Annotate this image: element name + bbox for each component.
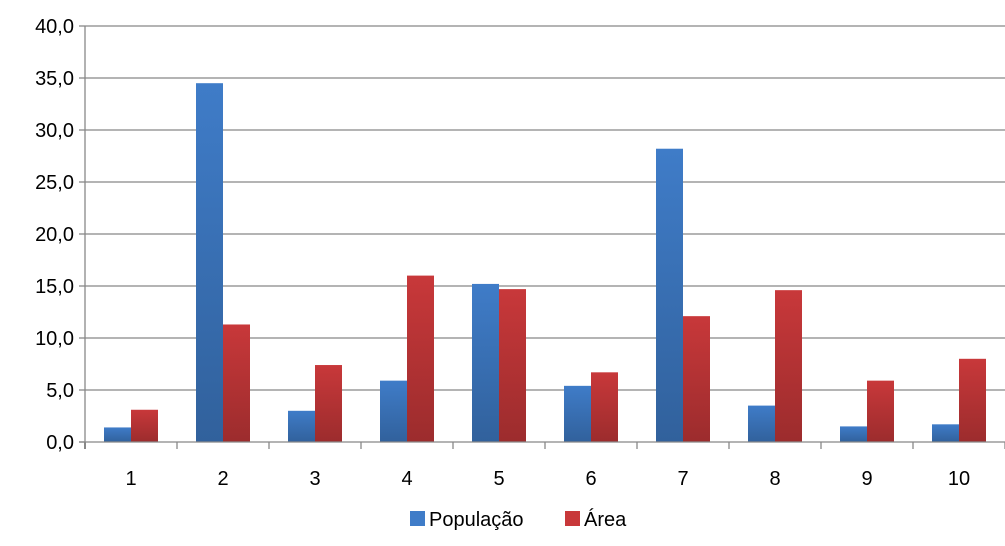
bar-area-7 <box>683 316 710 442</box>
legend-label: Área <box>584 508 627 531</box>
y-tick-label: 35,0 <box>35 68 74 90</box>
bar-area-6 <box>591 372 618 442</box>
bars <box>104 83 986 442</box>
bar-populacao-7 <box>656 149 683 442</box>
bar-populacao-1 <box>104 427 131 442</box>
legend-swatch <box>410 511 425 526</box>
x-tick-label: 10 <box>948 468 970 490</box>
bar-populacao-3 <box>288 411 315 442</box>
x-tick-label: 9 <box>861 468 872 490</box>
legend: População Área <box>410 508 627 531</box>
bar-area-3 <box>315 365 342 442</box>
x-tick-label: 7 <box>677 468 688 490</box>
bar-area-2 <box>223 324 250 442</box>
legend-swatch <box>565 511 580 526</box>
y-tick-label: 30,0 <box>35 120 74 142</box>
bar-populacao-10 <box>932 424 959 442</box>
bar-populacao-4 <box>380 381 407 442</box>
bar-area-9 <box>867 381 894 442</box>
y-tick-label: 25,0 <box>35 172 74 194</box>
y-tick-label: 5,0 <box>46 380 74 402</box>
bar-populacao-2 <box>196 83 223 442</box>
bar-populacao-5 <box>472 284 499 442</box>
y-tick-label: 20,0 <box>35 224 74 246</box>
bar-area-1 <box>131 410 158 442</box>
bar-area-10 <box>959 359 986 442</box>
y-tick-label: 15,0 <box>35 276 74 298</box>
x-tick-label: 1 <box>125 468 136 490</box>
x-tick-label: 8 <box>769 468 780 490</box>
x-tick-labels: 1 2 3 4 5 6 7 8 9 10 <box>125 468 970 490</box>
bar-populacao-6 <box>564 386 591 442</box>
x-tick-label: 6 <box>585 468 596 490</box>
y-tick-label: 40,0 <box>35 16 74 38</box>
y-tick-labels: 0,0 5,0 10,0 15,0 20,0 25,0 30,0 35,0 40,0 <box>35 16 74 454</box>
bar-area-4 <box>407 276 434 442</box>
y-tick-label: 10,0 <box>35 328 74 350</box>
x-tick-label: 5 <box>493 468 504 490</box>
x-tick-label: 3 <box>309 468 320 490</box>
bar-area-8 <box>775 290 802 442</box>
legend-label: População <box>429 509 524 531</box>
bar-populacao-8 <box>748 406 775 442</box>
x-tick-label: 4 <box>401 468 412 490</box>
y-tick-label: 0,0 <box>46 432 74 454</box>
x-tick-label: 2 <box>217 468 228 490</box>
bar-area-5 <box>499 289 526 442</box>
bar-populacao-9 <box>840 426 867 442</box>
